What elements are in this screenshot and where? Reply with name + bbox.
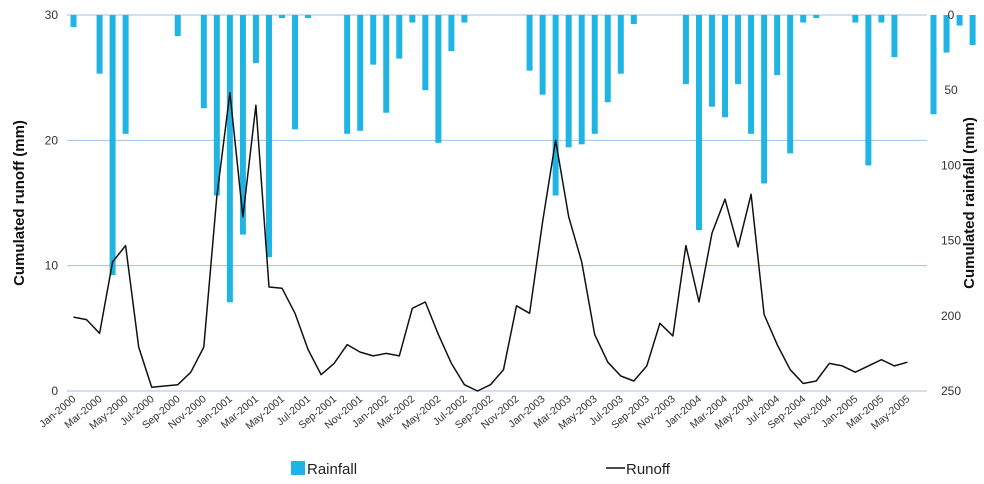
rainfall-bar xyxy=(526,15,533,71)
right-axis-title: Cumulated rainfall (mm) xyxy=(961,117,978,289)
rainfall-bar xyxy=(422,15,429,91)
rainfall-bar xyxy=(370,15,377,65)
runoff-line-layer xyxy=(73,91,908,392)
right-tick-label: 100 xyxy=(941,158,961,172)
rainfall-bar xyxy=(252,15,259,64)
right-tick-label: 150 xyxy=(941,234,961,248)
rainfall-bar xyxy=(969,15,976,46)
rainfall-bar xyxy=(813,15,820,19)
rainfall-bar xyxy=(122,15,129,134)
rainfall-bar xyxy=(448,15,455,52)
rainfall-bar xyxy=(617,15,624,74)
runoff-line xyxy=(73,91,908,392)
rainfall-bar xyxy=(956,15,963,26)
rainfall-bar xyxy=(865,15,872,166)
rainfall-bar xyxy=(878,15,885,23)
rainfall-bar xyxy=(409,15,416,23)
rainfall-bars xyxy=(70,15,976,303)
left-tick-label: 20 xyxy=(45,133,59,147)
rainfall-bar xyxy=(591,15,598,134)
rainfall-bar xyxy=(800,15,807,23)
rainfall-bar xyxy=(722,15,729,118)
rainfall-bar xyxy=(943,15,950,53)
rainfall-bar xyxy=(565,15,572,148)
left-tick-label: 0 xyxy=(51,384,58,398)
right-tick-label: 50 xyxy=(944,83,958,97)
rainfall-bar xyxy=(461,15,468,23)
rainfall-bar xyxy=(96,15,103,74)
left-tick-label: 30 xyxy=(45,8,59,22)
rainfall-bar xyxy=(735,15,742,85)
rainfall-bar xyxy=(109,15,116,276)
rainfall-bar xyxy=(578,15,585,145)
rainfall-bar xyxy=(539,15,546,95)
x-axis-ticks: Jan-2000Mar-2000May-2000Jul-2000Sep-2000… xyxy=(37,393,912,432)
rainfall-bar xyxy=(682,15,689,85)
rainfall-bar xyxy=(787,15,794,154)
rainfall-bar xyxy=(891,15,898,58)
rainfall-bar xyxy=(292,15,299,130)
right-tick-label: 200 xyxy=(941,309,961,323)
rainfall-bar xyxy=(265,15,272,258)
rainfall-bar xyxy=(279,15,285,19)
left-axis-ticks: 0 10 20 30 xyxy=(45,8,59,398)
rainfall-bar xyxy=(357,15,364,131)
left-tick-label: 10 xyxy=(45,259,59,273)
legend-runoff-label: Runoff xyxy=(626,461,671,478)
rainfall-bar xyxy=(344,15,351,134)
rainfall-bar xyxy=(552,15,559,196)
rainfall-bar xyxy=(630,15,637,25)
rainfall-bar xyxy=(239,15,246,235)
rainfall-bar xyxy=(174,15,181,37)
rainfall-bar xyxy=(604,15,611,103)
rainfall-bar xyxy=(435,15,442,143)
rainfall-bar xyxy=(305,15,312,19)
rainfall-bar xyxy=(709,15,715,107)
rainfall-bar xyxy=(226,15,233,303)
right-tick-label: 250 xyxy=(941,384,961,398)
legend-rainfall-label: Rainfall xyxy=(307,461,357,478)
rainfall-bar xyxy=(396,15,403,59)
rainfall-bar xyxy=(695,15,702,231)
rainfall-bar xyxy=(383,15,390,113)
legend: Rainfall Runoff xyxy=(291,461,671,478)
right-axis-ticks: 0 50 100 150 200 250 xyxy=(941,8,961,398)
gridlines xyxy=(67,14,927,392)
right-tick-label: 0 xyxy=(948,8,955,22)
rainfall-bar xyxy=(70,15,77,28)
rainfall-bar xyxy=(748,15,755,134)
rainfall-bar xyxy=(930,15,937,115)
legend-rainfall-swatch xyxy=(291,461,305,475)
rainfall-bar xyxy=(213,15,220,196)
rainfall-bar xyxy=(761,15,768,184)
left-axis-title: Cumulated runoff (mm) xyxy=(11,120,28,286)
rainfall-bar xyxy=(200,15,207,109)
rainfall-bar xyxy=(852,15,859,23)
rainfall-bar xyxy=(774,15,781,76)
